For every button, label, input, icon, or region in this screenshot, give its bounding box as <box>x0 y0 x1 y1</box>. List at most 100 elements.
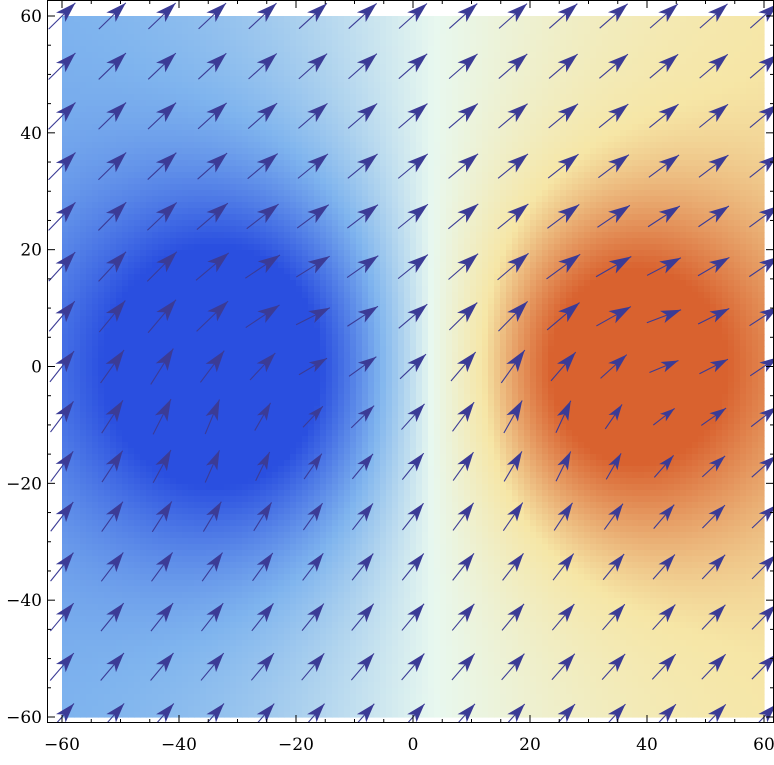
vector-arrow-185 <box>653 455 675 478</box>
vector-arrow-2 <box>49 602 75 632</box>
vector-arrow-120 <box>457 703 476 723</box>
vector-arrow-11 <box>48 152 76 181</box>
vector-arrow-72 <box>247 102 278 130</box>
vector-arrow-197 <box>701 604 726 630</box>
vector-arrow-193 <box>649 53 679 79</box>
vector-arrow-75 <box>307 703 325 723</box>
vector-arrow-37 <box>150 348 174 385</box>
vector-arrow-33 <box>151 552 174 582</box>
vector-arrow-1 <box>49 652 75 681</box>
vector-arrow-13 <box>48 52 76 80</box>
vector-arrow-161 <box>547 153 579 179</box>
vector-arrow-21 <box>101 400 124 434</box>
vector-arrow-183 <box>652 554 676 580</box>
vector-arrow-192 <box>649 103 679 128</box>
vector-arrow-143 <box>498 300 528 332</box>
vector-arrow-202 <box>699 358 729 375</box>
vector-arrow-179 <box>599 3 628 29</box>
y-tick-label: −40 <box>6 591 42 611</box>
vector-arrow-168 <box>602 553 625 581</box>
vector-arrow-110 <box>401 452 425 480</box>
vector-arrow-81 <box>302 405 324 428</box>
vector-arrow-132 <box>448 103 479 129</box>
vector-arrow-158 <box>546 302 580 331</box>
vector-arrow-106 <box>401 653 425 681</box>
vector-arrow-174 <box>595 255 632 278</box>
vector-arrow-141 <box>503 400 523 434</box>
vector-arrow-182 <box>652 604 676 631</box>
vector-arrow-216 <box>750 407 774 428</box>
vector-arrow-24 <box>98 251 127 282</box>
vector-arrow-184 <box>653 504 675 530</box>
vector-arrow-64 <box>253 502 273 532</box>
vector-arrow-88 <box>298 53 328 80</box>
vector-arrow-39 <box>146 251 178 282</box>
vector-arrow-205 <box>698 205 730 228</box>
x-tick-label: 60 <box>753 735 774 755</box>
vector-arrow-144 <box>497 252 529 281</box>
y-tick-label: −20 <box>6 474 42 494</box>
vector-arrow-145 <box>497 203 529 230</box>
vector-arrow-47 <box>201 602 224 632</box>
y-tick-label: −60 <box>6 708 42 728</box>
vector-arrow-31 <box>150 652 174 681</box>
vector-arrow-186 <box>652 407 675 426</box>
vector-arrow-29 <box>98 2 127 30</box>
vector-arrow-166 <box>601 653 626 680</box>
vector-arrow-62 <box>251 603 274 632</box>
vector-arrow-114 <box>397 254 429 280</box>
vector-arrow-4 <box>50 501 74 532</box>
vector-arrow-209 <box>699 3 728 29</box>
vector-arrow-176 <box>598 154 630 179</box>
x-tick-label: −40 <box>161 735 197 755</box>
vector-arrow-115 <box>397 203 429 229</box>
vector-arrow-170 <box>605 453 622 480</box>
vector-arrow-87 <box>298 102 328 129</box>
vector-arrow-93 <box>351 553 374 581</box>
vector-arrow-111 <box>401 403 425 430</box>
vector-arrow-127 <box>450 351 477 382</box>
vector-arrow-119 <box>398 3 428 29</box>
vector-arrow-61 <box>250 652 275 681</box>
x-tick-label: 0 <box>408 735 419 755</box>
vector-arrow-195 <box>707 704 727 723</box>
vector-arrow-60 <box>256 703 275 723</box>
vector-arrow-79 <box>302 502 323 531</box>
vector-arrow-23 <box>98 300 126 333</box>
vector-arrow-109 <box>402 502 424 531</box>
vector-arrow-116 <box>397 153 429 179</box>
vector-arrow-149 <box>498 3 528 29</box>
axes: −60 −40 −20 0 20 40 60 −60 −40 −20 0 20 40 60 <box>6 0 774 755</box>
vector-arrow-56 <box>197 152 228 180</box>
vector-arrow-84 <box>295 255 330 278</box>
vector-arrow-36 <box>152 398 172 435</box>
vector-arrow-165 <box>607 703 626 723</box>
vector-arrow-7 <box>49 350 75 383</box>
vector-arrow-200 <box>701 455 726 478</box>
vector-arrow-19 <box>101 501 124 532</box>
vector-arrow-117 <box>398 103 428 129</box>
vector-arrow-59 <box>198 2 227 30</box>
vector-arrow-85 <box>296 204 330 229</box>
vector-arrow-97 <box>348 356 377 377</box>
vector-arrow-123 <box>452 553 475 581</box>
vector-arrow-188 <box>646 309 682 324</box>
vector-arrow-171 <box>604 404 623 430</box>
vector-arrow-104 <box>348 2 377 30</box>
vector-arrow-17 <box>100 602 125 632</box>
vector-arrow-55 <box>196 202 229 230</box>
vector-arrow-12 <box>48 102 76 130</box>
vector-arrow-215 <box>751 456 774 478</box>
x-tick-label: −20 <box>278 735 314 755</box>
vector-arrow-154 <box>553 502 573 531</box>
vector-arrow-73 <box>248 53 278 80</box>
vector-arrow-142 <box>500 349 526 384</box>
vector-arrow-169 <box>603 503 624 530</box>
vector-arrow-20 <box>101 450 124 483</box>
vector-arrow-91 <box>350 653 375 681</box>
vector-arrow-50 <box>204 450 220 483</box>
vector-arrow-175 <box>597 204 631 228</box>
y-tick-label: 40 <box>20 124 42 144</box>
vector-arrow-124 <box>452 502 475 531</box>
density-background <box>62 16 765 718</box>
